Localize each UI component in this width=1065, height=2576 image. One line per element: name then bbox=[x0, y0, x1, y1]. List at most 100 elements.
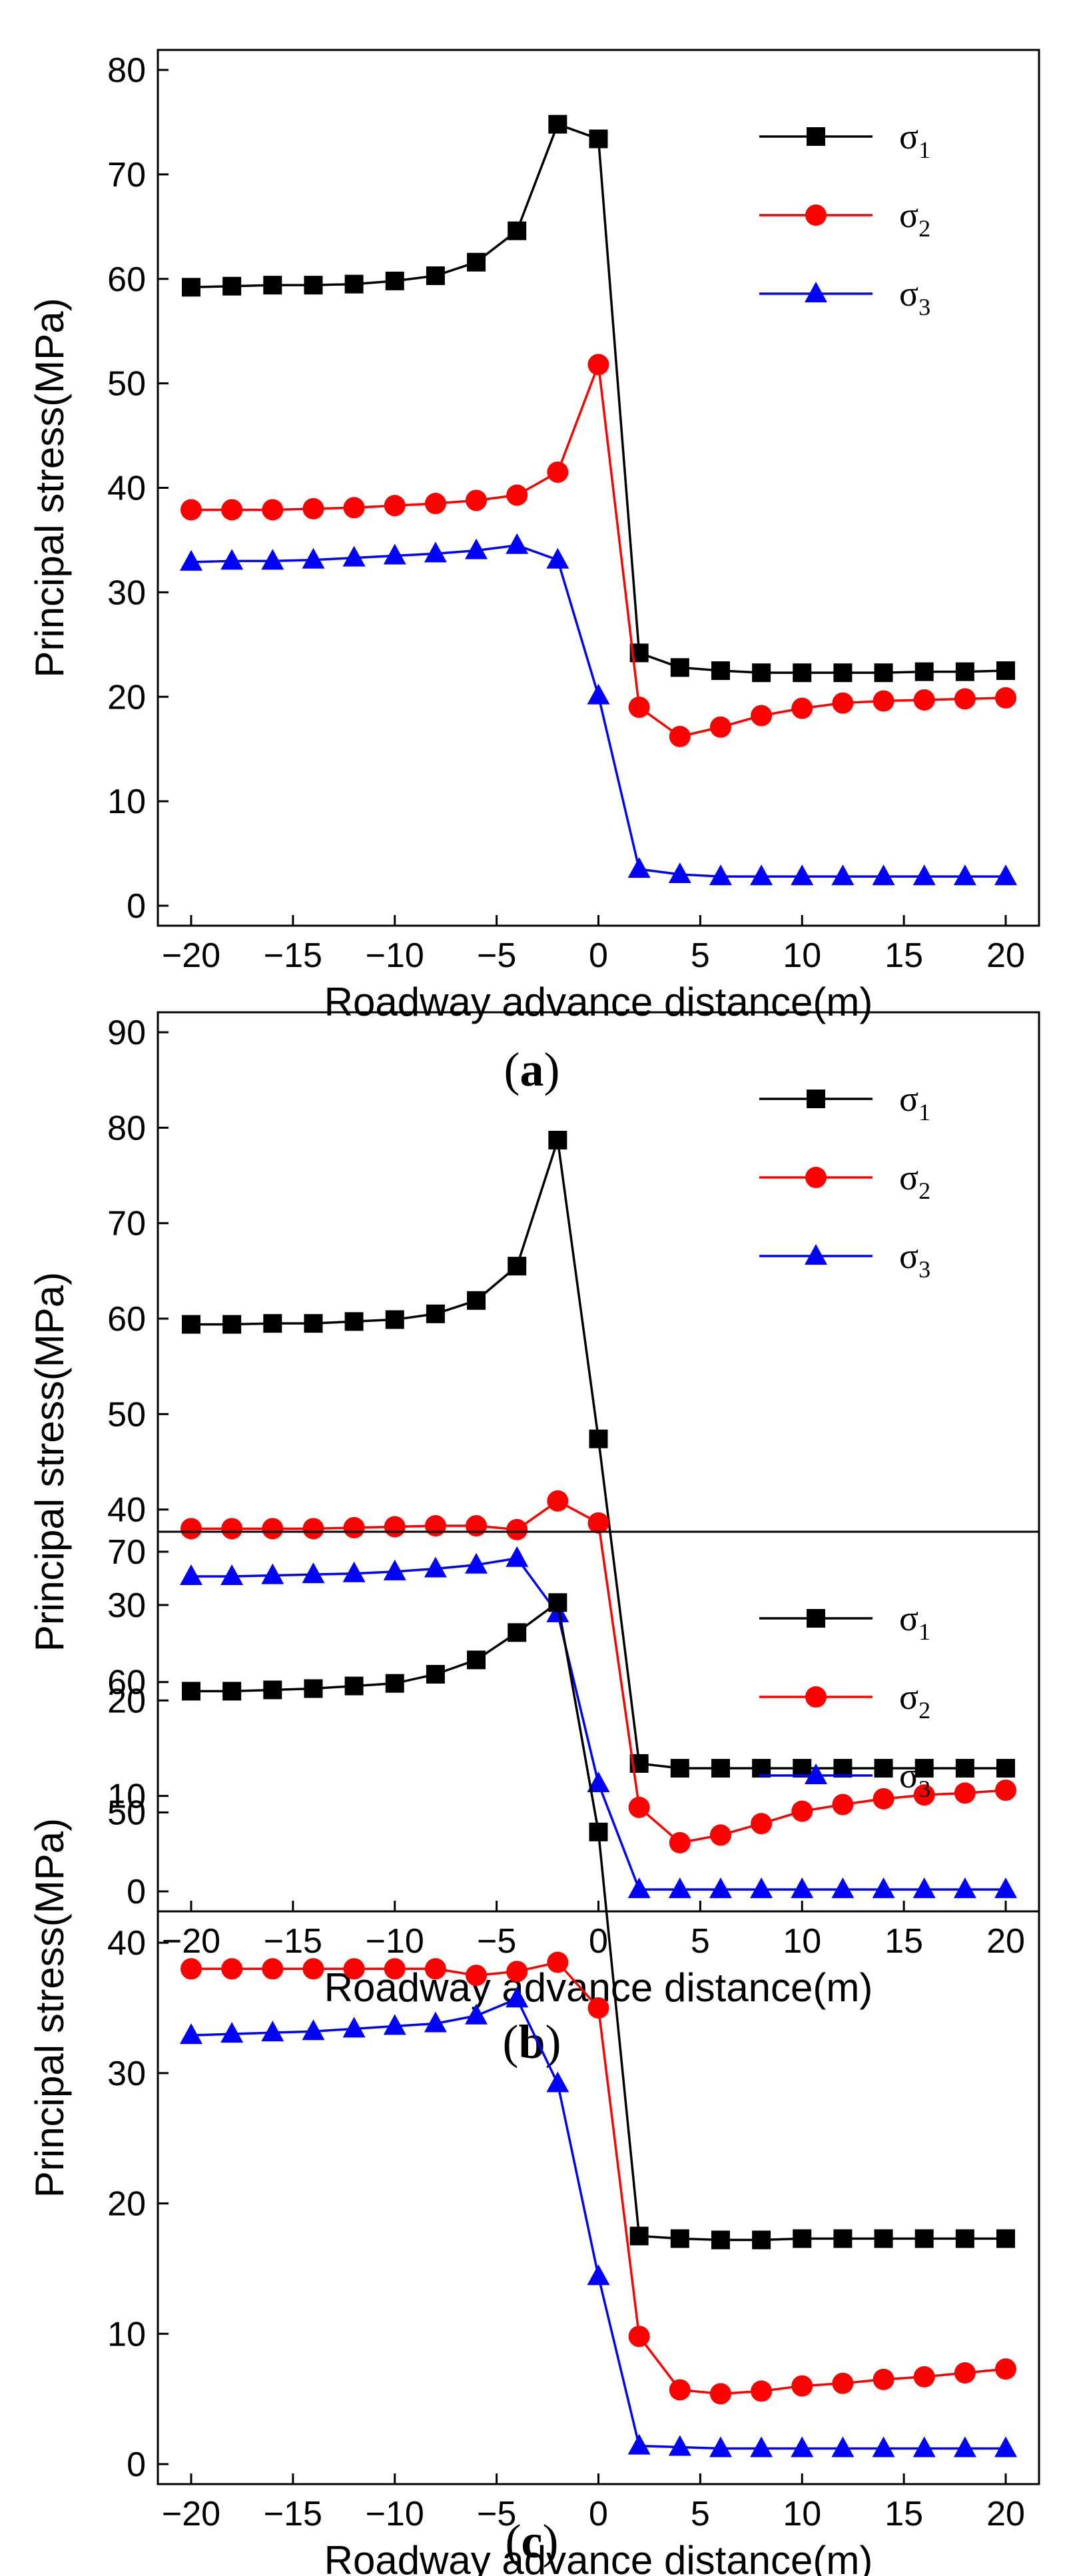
data-point-b-sigma-3 bbox=[342, 1561, 366, 1582]
data-point-a-sigma-1 bbox=[182, 278, 200, 297]
legend-label-b-sigma-2: σ2 bbox=[899, 1157, 930, 1204]
data-point-c-sigma-2 bbox=[791, 2375, 813, 2397]
data-point-c-sigma-1 bbox=[833, 2229, 853, 2248]
data-point-c-sigma-2 bbox=[384, 1958, 406, 1980]
data-point-b-sigma-2 bbox=[180, 1518, 202, 1540]
data-point-c-sigma-3 bbox=[424, 2011, 447, 2033]
data-point-c-sigma-1 bbox=[344, 1676, 364, 1696]
x-tick-label-a: 15 bbox=[885, 936, 923, 975]
data-point-c-sigma-2 bbox=[913, 2366, 935, 2388]
data-point-b-sigma-3 bbox=[465, 1552, 488, 1574]
legend-label-a-sigma-3: σ3 bbox=[899, 274, 930, 320]
data-point-b-sigma-3 bbox=[506, 1546, 529, 1567]
legend-marker-c-sigma-1 bbox=[807, 1609, 825, 1628]
data-point-a-sigma-3 bbox=[546, 547, 569, 569]
y-tick-label-a: 10 bbox=[107, 783, 146, 821]
data-point-c-sigma-3 bbox=[302, 2019, 325, 2041]
series-c-sigma-3 bbox=[180, 1987, 1017, 2457]
y-tick-label-b: 40 bbox=[107, 1491, 146, 1530]
series-a-sigma-1 bbox=[182, 115, 1015, 683]
data-point-c-sigma-1 bbox=[629, 2226, 649, 2246]
data-point-c-sigma-3 bbox=[506, 1987, 529, 2008]
data-point-c-sigma-3 bbox=[587, 2264, 610, 2286]
data-point-c-sigma-3 bbox=[912, 2436, 936, 2457]
data-point-b-sigma-3 bbox=[424, 1556, 447, 1578]
y-tick-label-c: 40 bbox=[107, 1924, 146, 1963]
legend-marker-c-sigma-2 bbox=[805, 1686, 827, 1708]
data-point-a-sigma-1 bbox=[467, 252, 486, 272]
legend-marker-b-sigma-3 bbox=[805, 1244, 827, 1265]
data-point-c-sigma-1 bbox=[955, 2229, 974, 2248]
x-tick-label-c: 20 bbox=[986, 2495, 1025, 2533]
data-point-a-sigma-1 bbox=[263, 276, 282, 295]
data-point-a-sigma-3 bbox=[627, 857, 651, 878]
legend-label-a-sigma-2: σ2 bbox=[899, 195, 930, 242]
data-point-b-sigma-1 bbox=[426, 1304, 445, 1323]
data-point-b-sigma-3 bbox=[791, 1877, 814, 1899]
data-point-a-sigma-1 bbox=[752, 663, 771, 683]
data-point-b-sigma-1 bbox=[711, 1759, 730, 1778]
data-point-a-sigma-2 bbox=[221, 499, 243, 521]
y-tick-label-a: 20 bbox=[107, 678, 146, 717]
data-point-b-sigma-2 bbox=[506, 1518, 528, 1540]
data-point-c-sigma-2 bbox=[221, 1958, 243, 1980]
data-point-c-sigma-1 bbox=[222, 1682, 242, 1701]
legend-marker-a-sigma-2 bbox=[805, 204, 827, 226]
data-point-a-sigma-2 bbox=[466, 489, 488, 511]
x-tick-label-a: −20 bbox=[162, 936, 220, 975]
data-point-b-sigma-1 bbox=[182, 1315, 200, 1334]
series-c-sigma-1 bbox=[182, 1593, 1015, 2250]
x-tick-label-c: −20 bbox=[162, 2495, 220, 2533]
data-point-c-sigma-3 bbox=[383, 2014, 406, 2035]
y-tick-label-b: 30 bbox=[107, 1586, 146, 1625]
y-tick-label-b: 90 bbox=[107, 1014, 146, 1052]
data-point-c-sigma-2 bbox=[506, 1961, 528, 1983]
data-point-b-sigma-1 bbox=[222, 1315, 242, 1334]
x-axis-title-c: Roadway advance distance(m) bbox=[324, 2538, 873, 2576]
x-tick-label-b: 20 bbox=[986, 1922, 1025, 1961]
data-point-a-sigma-3 bbox=[953, 864, 976, 886]
data-point-c-sigma-3 bbox=[872, 2436, 895, 2457]
series-a-sigma-2 bbox=[180, 354, 1016, 747]
data-point-c-sigma-1 bbox=[385, 1674, 404, 1693]
data-point-a-sigma-1 bbox=[914, 662, 934, 681]
data-point-a-sigma-2 bbox=[587, 354, 609, 376]
series-line-a-sigma-1 bbox=[190, 123, 1006, 674]
data-point-a-sigma-3 bbox=[750, 864, 773, 886]
series-line-c-sigma-1 bbox=[191, 1600, 1006, 2242]
legend-label-c-sigma-1: σ1 bbox=[899, 1598, 930, 1645]
data-point-b-sigma-2 bbox=[873, 1787, 894, 1809]
data-point-c-sigma-3 bbox=[465, 2003, 488, 2025]
y-tick-label-b: 20 bbox=[107, 1682, 146, 1720]
x-tick-label-c: −5 bbox=[477, 2495, 516, 2533]
data-point-c-sigma-3 bbox=[709, 2436, 732, 2457]
data-point-a-sigma-1 bbox=[670, 658, 689, 677]
data-point-b-sigma-3 bbox=[261, 1563, 284, 1584]
series-b-sigma-1 bbox=[182, 1130, 1015, 1778]
x-axis-title-a: Roadway advance distance(m) bbox=[324, 980, 873, 1024]
data-point-b-sigma-3 bbox=[546, 1601, 569, 1622]
data-point-a-sigma-3 bbox=[587, 683, 610, 705]
data-point-a-sigma-2 bbox=[384, 495, 406, 517]
data-point-a-sigma-2 bbox=[751, 705, 773, 727]
data-point-a-sigma-1 bbox=[344, 274, 364, 294]
legend-marker-a-sigma-3 bbox=[805, 282, 827, 302]
data-point-b-sigma-1 bbox=[467, 1291, 486, 1310]
data-point-b-sigma-3 bbox=[831, 1877, 855, 1899]
series-a-sigma-3 bbox=[180, 533, 1017, 886]
data-point-a-sigma-3 bbox=[302, 547, 325, 569]
data-point-a-sigma-2 bbox=[343, 497, 365, 519]
data-point-b-sigma-3 bbox=[953, 1877, 976, 1899]
data-point-b-sigma-3 bbox=[912, 1877, 936, 1899]
y-tick-label-b: 0 bbox=[127, 1873, 146, 1911]
x-tick-label-b: 5 bbox=[691, 1922, 710, 1961]
data-point-b-sigma-3 bbox=[627, 1877, 651, 1899]
data-point-b-sigma-3 bbox=[383, 1559, 406, 1580]
data-point-b-sigma-2 bbox=[913, 1784, 935, 1806]
data-point-a-sigma-2 bbox=[995, 687, 1016, 709]
data-point-b-sigma-1 bbox=[589, 1429, 608, 1449]
data-point-c-sigma-1 bbox=[914, 2229, 934, 2248]
data-point-a-sigma-2 bbox=[832, 692, 854, 714]
y-tick-label-c: 0 bbox=[127, 2445, 146, 2484]
